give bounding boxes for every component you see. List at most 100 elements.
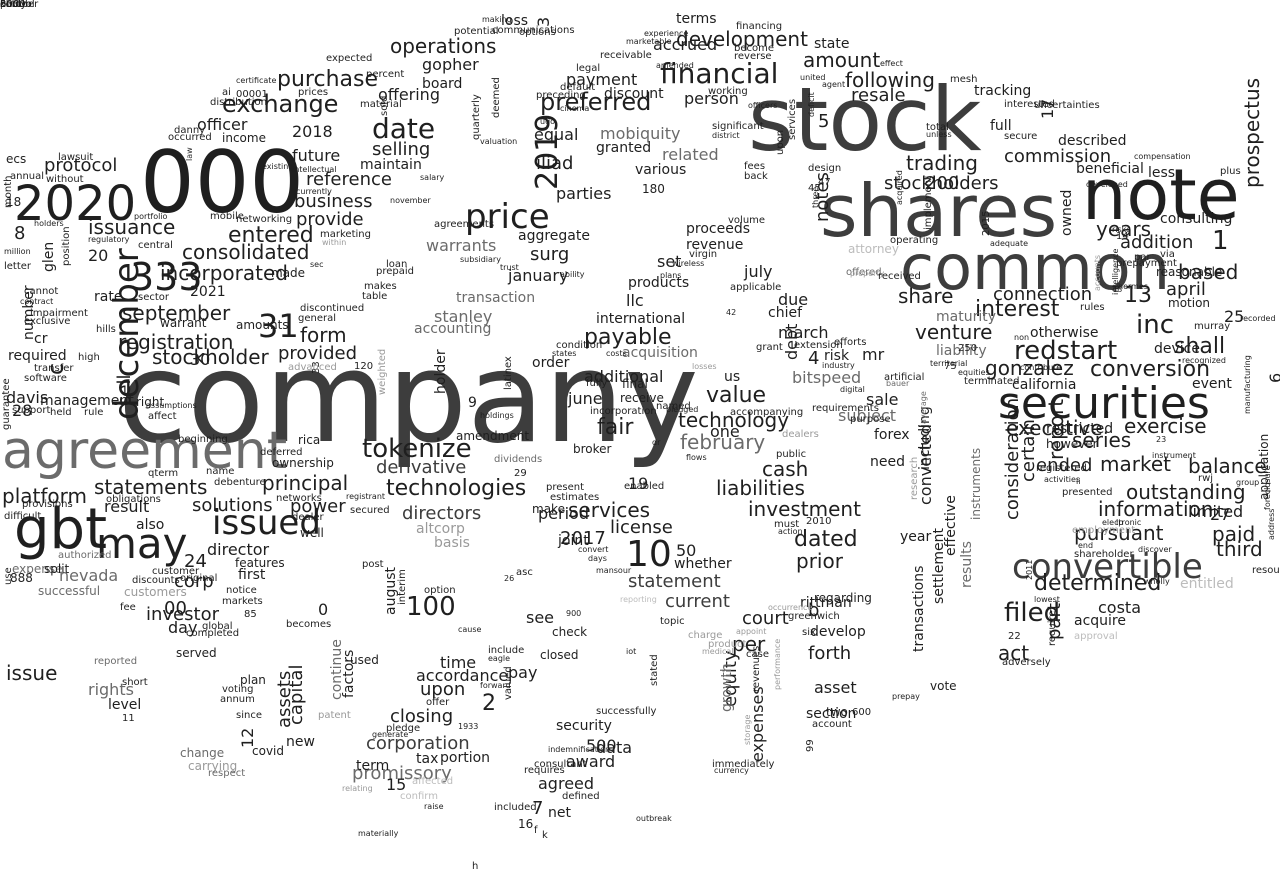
cloud-word: developed <box>1086 180 1128 189</box>
cloud-word: directors <box>402 503 482 524</box>
cloud-word: commission <box>1004 146 1112 167</box>
cloud-word: high <box>78 352 100 363</box>
cloud-word: deemed <box>491 77 502 118</box>
cloud-word: murray <box>1194 321 1231 332</box>
cloud-word: purchase <box>277 67 378 92</box>
cloud-word: product <box>708 639 747 650</box>
cloud-word: authorized <box>58 550 112 561</box>
cloud-word: issue <box>6 661 58 685</box>
cloud-word: h <box>472 861 479 872</box>
cloud-word: use <box>3 567 14 585</box>
cloud-word: interim <box>397 569 408 605</box>
cloud-word: 2011 <box>1025 559 1034 580</box>
cloud-word: amended <box>656 61 694 70</box>
cloud-word: performance <box>773 638 782 690</box>
cloud-word: trust <box>500 263 519 272</box>
cloud-word: debenture <box>214 477 266 488</box>
cloud-word: notice <box>226 585 257 596</box>
cloud-word: public <box>776 449 807 460</box>
cloud-word: terms <box>676 11 717 27</box>
cloud-word: bauer <box>886 379 910 388</box>
cloud-word: charge <box>688 630 723 641</box>
cloud-word: acquired <box>895 170 904 205</box>
cloud-word: networking <box>236 214 293 225</box>
cloud-word: requires <box>524 765 565 776</box>
cloud-word: 47 <box>818 177 831 188</box>
cloud-word: 7 <box>532 798 544 819</box>
cloud-word: settlement <box>931 527 947 604</box>
cloud-word: 11 <box>122 713 135 724</box>
cloud-word: employment <box>1072 525 1136 536</box>
cloud-word: name <box>206 466 235 477</box>
cloud-word: territorial <box>930 359 968 368</box>
cloud-word: check <box>552 625 588 639</box>
cloud-word: outbreak <box>636 814 672 823</box>
cloud-word: global <box>202 621 233 632</box>
cloud-word: enabled <box>624 481 665 492</box>
cloud-word: regulatory <box>88 235 130 244</box>
cloud-word: account <box>812 719 852 730</box>
cloud-word: exchange <box>222 90 339 118</box>
cloud-word: acquisition <box>622 345 698 361</box>
cloud-word: warrant <box>160 316 207 330</box>
cloud-word: principal <box>262 471 349 495</box>
cloud-word: 45 <box>808 183 821 194</box>
cloud-word: greenwich <box>788 611 840 622</box>
cloud-word: company <box>118 324 699 471</box>
cloud-word: 2020 <box>14 176 137 232</box>
cloud-word: change <box>180 746 225 760</box>
cloud-word: 27 <box>1210 505 1231 524</box>
cloud-word: markets <box>222 596 263 607</box>
cloud-word: however <box>1046 437 1098 451</box>
cloud-word: investor <box>146 604 219 625</box>
cloud-word: annum <box>220 694 255 705</box>
cloud-word: 500 <box>0 0 20 10</box>
cloud-word: offered <box>846 267 882 278</box>
cloud-word: reference <box>306 169 392 190</box>
cloud-word: voting <box>222 684 254 695</box>
cloud-word: manufacturing <box>1243 355 1252 414</box>
cloud-word: risk <box>824 348 850 364</box>
cloud-word: unless <box>926 130 952 139</box>
cloud-word: corporation <box>366 733 470 754</box>
cloud-word: transfer <box>34 363 74 374</box>
cloud-word: section <box>806 706 857 722</box>
cloud-word: pursuant <box>1074 521 1164 545</box>
cloud-word: asc <box>516 567 533 578</box>
cloud-word: legal <box>576 63 601 74</box>
cloud-word: volume <box>728 215 766 226</box>
cloud-word: upon <box>775 129 786 155</box>
cloud-word: 333 <box>130 255 203 299</box>
cloud-word: march <box>778 323 829 342</box>
cloud-word: revenue <box>686 237 744 253</box>
cloud-word: agreement <box>2 421 288 481</box>
cloud-word: non <box>1014 333 1030 342</box>
cloud-word: maturity <box>936 309 996 325</box>
cloud-word: dr <box>652 438 661 447</box>
cloud-word: international <box>596 311 686 327</box>
cloud-word: first <box>238 567 266 583</box>
cloud-word: completed <box>186 628 240 639</box>
cloud-word: costa <box>1098 598 1141 617</box>
cloud-word: prepaid <box>376 266 414 277</box>
cloud-word: accordance <box>416 666 509 685</box>
cloud-word: salary <box>420 173 445 182</box>
cloud-word: deferred <box>260 447 303 458</box>
cloud-word: consideration <box>1002 397 1023 520</box>
cloud-word: discover <box>1138 545 1172 554</box>
cloud-word: financing <box>736 21 783 32</box>
cloud-word: 1 <box>1212 226 1229 256</box>
cloud-word: exercise <box>1124 414 1207 438</box>
cloud-word: weighted <box>377 348 388 395</box>
cloud-word: instrument <box>1152 451 1196 460</box>
cloud-word: end <box>1078 541 1094 550</box>
cloud-word: confirm <box>400 791 438 802</box>
cloud-word: may <box>96 519 188 568</box>
cloud-word: loan <box>386 259 408 270</box>
cloud-word: discontinued <box>300 303 365 314</box>
cloud-word: 00 <box>164 598 187 619</box>
cloud-word: technologies <box>386 476 527 501</box>
cloud-word: impairment <box>30 308 88 319</box>
cloud-word: management <box>40 393 134 409</box>
